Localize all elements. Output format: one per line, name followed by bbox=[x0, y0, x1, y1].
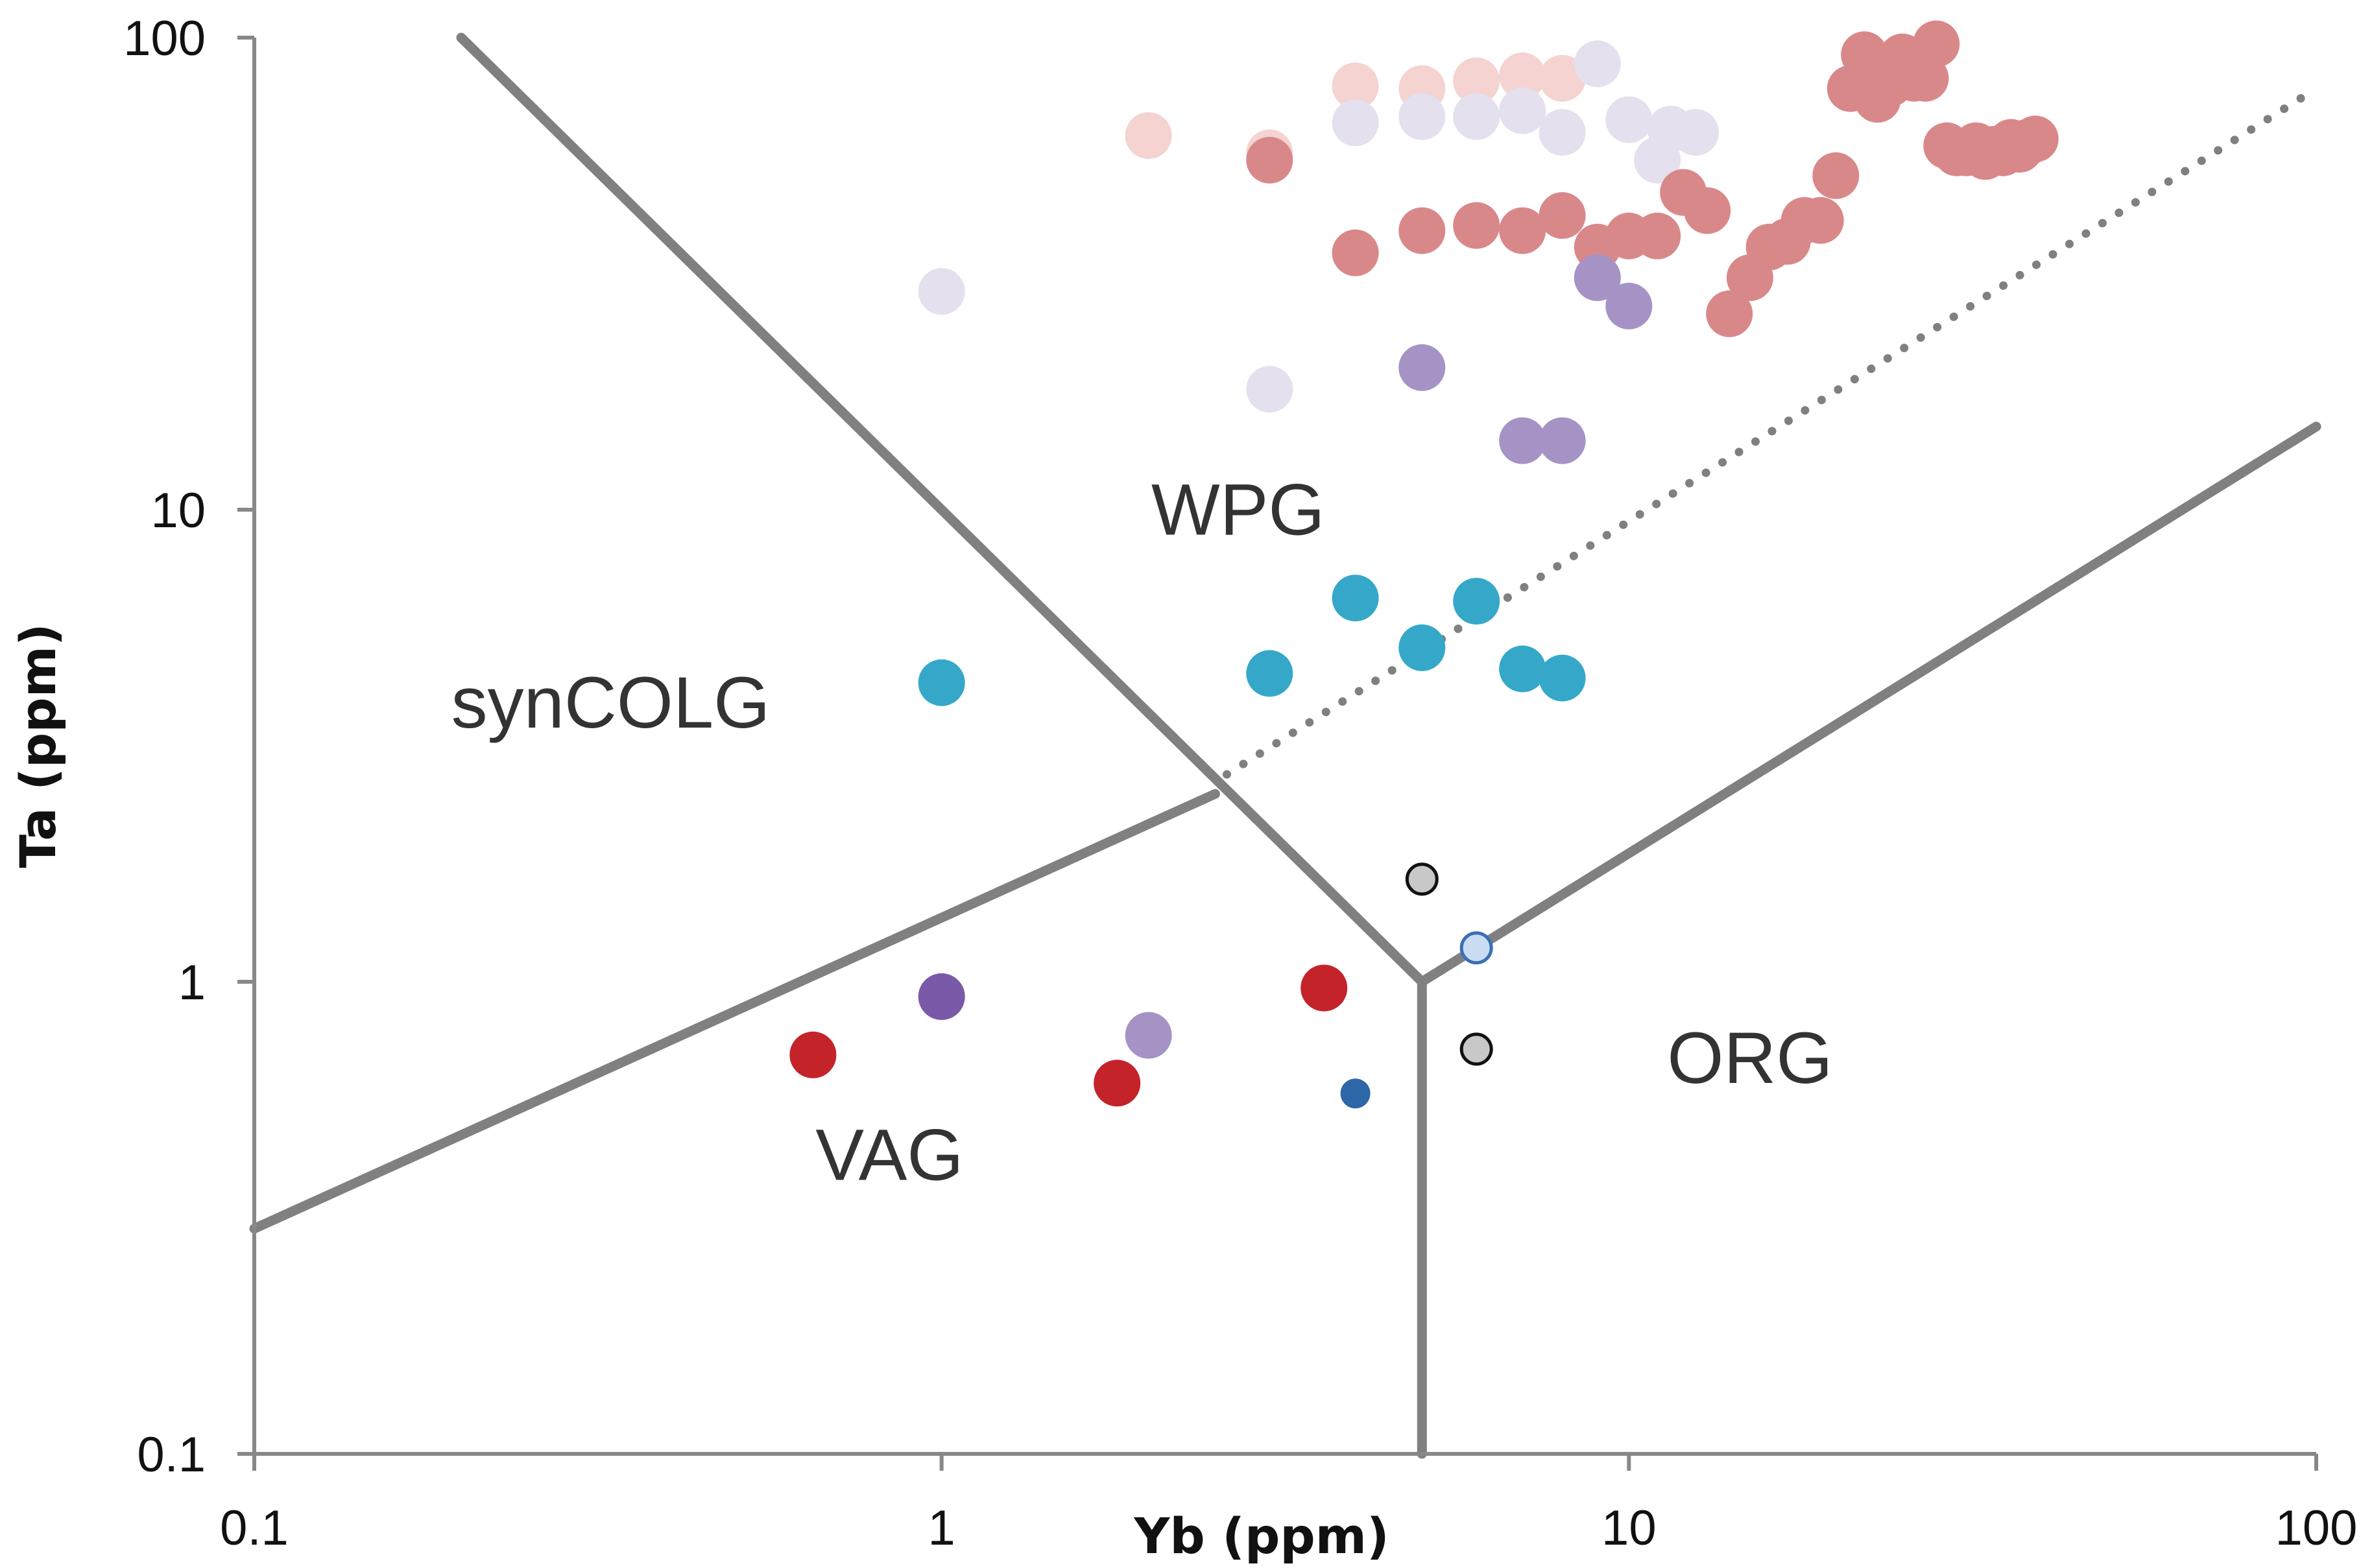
axes bbox=[252, 38, 2316, 1456]
data-point bbox=[1499, 207, 1546, 254]
data-point bbox=[1634, 212, 1681, 259]
region-labels: WPG synCOLG VAG ORG bbox=[451, 469, 1833, 1196]
data-point bbox=[1332, 99, 1379, 147]
data-point bbox=[1125, 112, 1172, 160]
wpg-syncolg-vag-boundary bbox=[456, 32, 1427, 987]
series-salmon-group bbox=[1246, 20, 2059, 337]
data-point bbox=[1539, 109, 1586, 156]
series-dark-blue-group bbox=[1340, 1078, 1371, 1109]
data-point bbox=[1539, 54, 1586, 102]
data-point bbox=[1453, 93, 1500, 140]
x-tick-label: 10 bbox=[1601, 1501, 1657, 1556]
data-point bbox=[1499, 645, 1546, 693]
axis-ticks: 0.1 1 10 100 0.1 1 10 100 bbox=[123, 11, 2357, 1556]
data-point bbox=[1453, 57, 1500, 104]
y-tick-label: 100 bbox=[123, 11, 206, 66]
data-point bbox=[1499, 52, 1546, 99]
data-point bbox=[1125, 1012, 1172, 1059]
data-point bbox=[1405, 862, 1439, 896]
data-point bbox=[1453, 578, 1500, 625]
data-point bbox=[1684, 187, 1731, 234]
region-label-wpg: WPG bbox=[1151, 469, 1325, 551]
x-tick-label: 100 bbox=[2275, 1501, 2358, 1556]
data-point bbox=[1672, 109, 1719, 156]
data-point bbox=[1605, 96, 1653, 143]
region-label-org: ORG bbox=[1667, 1017, 1832, 1099]
data-point bbox=[1332, 62, 1379, 110]
syncolg-vag-boundary bbox=[249, 789, 1220, 1234]
data-point bbox=[918, 973, 965, 1020]
data-point bbox=[1300, 964, 1348, 1012]
data-point bbox=[1398, 624, 1446, 671]
data-point bbox=[1453, 202, 1500, 249]
y-tick-label: 1 bbox=[178, 955, 206, 1010]
data-point bbox=[1913, 20, 1960, 67]
data-point bbox=[1246, 650, 1293, 697]
data-point bbox=[1340, 1078, 1371, 1109]
data-point bbox=[1332, 229, 1379, 276]
data-point bbox=[1812, 152, 1860, 199]
data-point bbox=[1706, 290, 1753, 337]
data-point bbox=[789, 1031, 837, 1078]
data-point bbox=[1459, 1032, 1493, 1066]
series-light-blue-outlined-group bbox=[1459, 931, 1493, 965]
data-point bbox=[1539, 417, 1586, 464]
data-point bbox=[1574, 40, 1621, 88]
data-point bbox=[1605, 283, 1653, 329]
data-point bbox=[1246, 366, 1293, 413]
region-label-vag: VAG bbox=[815, 1114, 963, 1195]
series-pale-lavender-group bbox=[918, 40, 1719, 413]
data-point bbox=[1398, 344, 1446, 391]
data-point bbox=[1459, 931, 1493, 965]
series-teal-group bbox=[918, 575, 1586, 706]
data-point bbox=[2011, 115, 2059, 163]
data-points bbox=[789, 20, 2059, 1109]
wpg-org-boundary bbox=[1417, 422, 2321, 987]
data-point bbox=[1539, 192, 1586, 239]
data-point bbox=[1246, 137, 1293, 184]
x-tick-label: 1 bbox=[928, 1501, 955, 1556]
data-point bbox=[1398, 207, 1446, 254]
data-point bbox=[1332, 575, 1379, 622]
region-label-syncolg: synCOLG bbox=[451, 662, 771, 743]
data-point bbox=[918, 268, 965, 315]
series-grey-outlined-group bbox=[1405, 862, 1493, 1066]
data-point bbox=[1499, 417, 1546, 464]
y-tick-label: 0.1 bbox=[137, 1427, 206, 1482]
data-point bbox=[918, 659, 965, 706]
wpg-dotted-boundary bbox=[1222, 84, 2321, 779]
x-axis-title: Yb (ppm) bbox=[1133, 1507, 1389, 1565]
x-tick-label: 0.1 bbox=[220, 1501, 289, 1556]
y-axis-title: Ta (ppm) bbox=[9, 623, 67, 868]
data-point bbox=[1574, 254, 1621, 302]
series-red-group bbox=[789, 964, 1348, 1107]
data-point bbox=[1398, 93, 1446, 140]
data-point bbox=[1797, 196, 1844, 244]
y-tick-label: 10 bbox=[150, 483, 206, 538]
data-point bbox=[1539, 654, 1586, 702]
boundary-lines bbox=[249, 32, 2321, 1459]
series-lavender-group bbox=[1125, 254, 1653, 1059]
data-point bbox=[1094, 1060, 1141, 1107]
data-point bbox=[1499, 87, 1546, 134]
series-purple-group bbox=[918, 973, 965, 1020]
